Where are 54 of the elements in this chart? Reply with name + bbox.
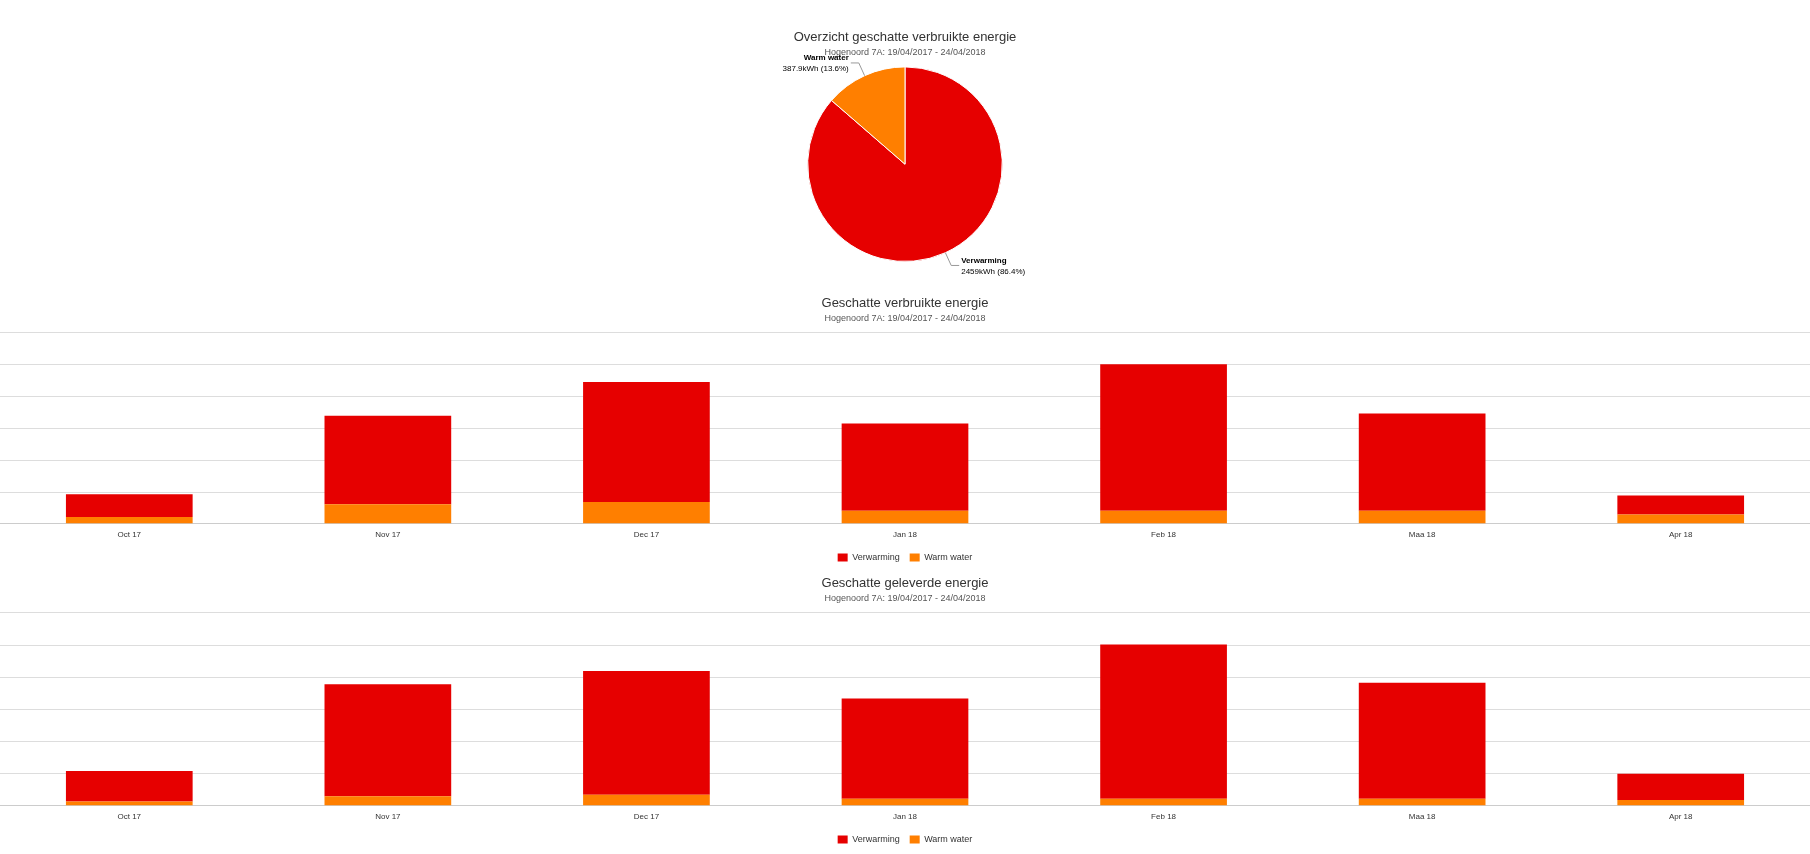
- bar: [324, 684, 452, 797]
- bar: [65, 517, 193, 524]
- bar: [841, 423, 969, 511]
- bar: [583, 501, 710, 524]
- slice-label: Verwarming: [961, 255, 1007, 265]
- bar: [841, 698, 969, 799]
- bar: [1617, 514, 1745, 524]
- chart-title: Overzicht geschatte verbruikte energie: [793, 29, 1017, 45]
- bar: [841, 510, 969, 524]
- legend-label: Warm water: [924, 833, 973, 844]
- bar: [1358, 798, 1486, 806]
- bar: [1358, 510, 1486, 524]
- bar: [583, 794, 710, 806]
- legend-label: Verwarming: [852, 551, 900, 562]
- x-tick-label: Feb 18: [1151, 530, 1177, 540]
- bar: [583, 670, 710, 795]
- x-tick-label: Dec 17: [633, 530, 660, 540]
- bar: [65, 770, 193, 802]
- chart-title: Geschatte verbruikte energie: [821, 295, 989, 311]
- bar: [65, 494, 193, 518]
- bar: [1100, 644, 1227, 799]
- x-tick-label: Apr 18: [1668, 530, 1694, 540]
- legend-label: Verwarming: [852, 833, 900, 844]
- chart-subtitle: Hogenoord 7A: 19/04/2017 - 24/04/2018: [824, 313, 986, 324]
- bar: [324, 504, 452, 524]
- bar: [1358, 413, 1486, 511]
- x-tick-label: Maa 18: [1408, 530, 1437, 540]
- bar: [1358, 682, 1486, 799]
- x-tick-label: Nov 17: [375, 530, 402, 540]
- bar: [65, 801, 193, 806]
- x-tick-label: Jan 18: [892, 530, 918, 540]
- chart-subtitle: Hogenoord 7A: 19/04/2017 - 24/04/2018: [824, 593, 986, 604]
- legend-label: Warm water: [924, 551, 973, 562]
- bar: [1617, 495, 1745, 515]
- x-tick-label: Feb 18: [1151, 812, 1177, 822]
- data-label: 387.9kWh (13.6%): [782, 64, 850, 74]
- data-label: 2459kWh (86.4%): [961, 266, 1026, 276]
- x-tick-label: Apr 18: [1668, 812, 1694, 822]
- bar: [841, 798, 969, 806]
- x-tick-label: Oct 17: [117, 812, 142, 822]
- x-tick-label: Jan 18: [892, 812, 918, 822]
- x-tick-label: Nov 17: [375, 812, 402, 822]
- bar: [324, 415, 452, 505]
- bar: [1100, 798, 1227, 806]
- bar: [583, 381, 710, 502]
- bar: [1617, 800, 1745, 806]
- chart-title: Geschatte geleverde energie: [821, 575, 989, 591]
- x-tick-label: Dec 17: [633, 812, 660, 822]
- bar: [324, 796, 452, 806]
- bar: [1100, 364, 1227, 511]
- x-tick-label: Maa 18: [1408, 812, 1437, 822]
- bar: [1100, 510, 1227, 524]
- bar: [1617, 773, 1745, 801]
- x-tick-label: Oct 17: [117, 530, 142, 540]
